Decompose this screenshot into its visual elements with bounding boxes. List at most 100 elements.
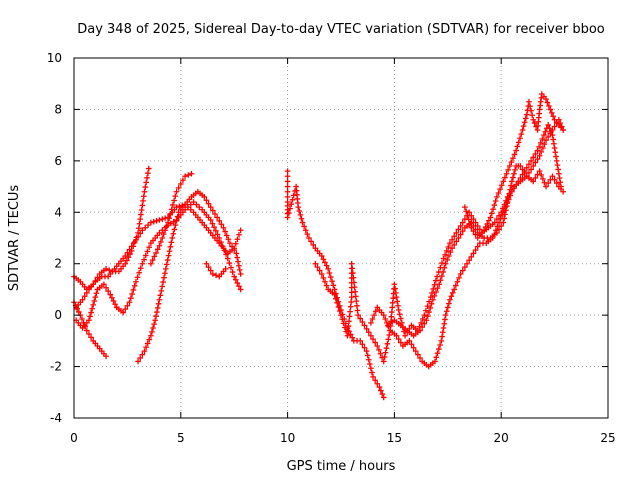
data-point <box>139 227 146 234</box>
data-point <box>237 271 244 277</box>
data-point <box>122 306 129 312</box>
data-point <box>493 227 499 234</box>
data-point <box>513 147 519 154</box>
data-point <box>284 168 291 174</box>
data-point <box>560 127 566 133</box>
data-point <box>322 259 328 266</box>
data-point <box>234 254 240 261</box>
data-point <box>447 296 453 303</box>
tick-marks <box>73 57 609 419</box>
data-point <box>455 235 462 241</box>
data-point <box>190 199 197 205</box>
data-point <box>365 329 372 336</box>
data-point <box>402 332 408 339</box>
data-point <box>350 270 356 276</box>
data-point <box>159 216 166 222</box>
data-point <box>546 125 553 132</box>
data-point <box>135 358 141 365</box>
data-point <box>466 209 472 216</box>
data-point <box>418 320 424 326</box>
data-point <box>532 159 539 166</box>
data-point <box>295 204 302 210</box>
data-point <box>357 315 364 322</box>
data-point <box>545 134 551 140</box>
data-point <box>223 232 230 239</box>
data-point <box>187 201 194 208</box>
data-point <box>392 285 398 292</box>
data-point <box>298 215 305 222</box>
series-track-5 <box>135 188 244 365</box>
data-point <box>163 261 170 268</box>
data-point <box>430 286 437 292</box>
data-point <box>395 307 402 313</box>
data-point <box>415 351 421 358</box>
data-point <box>168 206 175 213</box>
data-point <box>551 123 558 130</box>
data-point <box>468 224 475 231</box>
data-point <box>434 285 441 291</box>
data-point <box>170 218 177 225</box>
data-point <box>84 327 90 334</box>
data-point <box>359 341 366 348</box>
data-point <box>225 236 232 243</box>
data-point <box>536 143 542 150</box>
data-point <box>231 273 237 280</box>
data-point <box>342 324 348 331</box>
data-point <box>233 250 240 257</box>
data-point <box>130 287 137 293</box>
data-point <box>166 215 173 221</box>
data-point <box>84 290 90 296</box>
data-point <box>541 141 548 147</box>
data-point <box>419 316 426 322</box>
data-point <box>484 221 491 227</box>
data-point <box>339 316 346 323</box>
data-point <box>284 214 291 221</box>
data-point <box>193 201 200 208</box>
data-point <box>424 313 431 319</box>
data-point <box>348 260 355 267</box>
data-point <box>454 278 461 285</box>
data-point <box>351 279 357 286</box>
data-point <box>156 242 163 249</box>
data-point <box>138 207 145 213</box>
data-point <box>553 180 560 186</box>
data-point <box>361 344 368 351</box>
data-point <box>498 182 505 189</box>
data-point <box>323 262 330 269</box>
data-point <box>467 220 473 227</box>
data-point <box>372 377 378 384</box>
data-point <box>395 302 401 309</box>
data-point <box>122 260 129 267</box>
data-point <box>218 221 225 228</box>
data-point <box>106 267 113 273</box>
data-point <box>443 248 450 254</box>
data-point <box>323 282 330 289</box>
data-point <box>103 266 109 272</box>
data-point <box>385 336 392 343</box>
data-point <box>481 227 487 234</box>
data-point <box>357 338 364 344</box>
data-point <box>318 271 325 277</box>
data-point <box>472 231 479 238</box>
data-point <box>543 96 549 102</box>
data-point <box>372 308 379 315</box>
x-tick-label: 10 <box>280 431 295 445</box>
data-point <box>122 253 129 259</box>
data-point <box>172 222 179 228</box>
series-track-6 <box>148 170 195 267</box>
data-point <box>380 312 387 318</box>
data-point <box>374 343 381 349</box>
data-point <box>79 316 85 322</box>
data-point <box>233 240 239 247</box>
data-point <box>210 271 216 277</box>
data-point <box>205 200 212 207</box>
data-point <box>539 136 546 142</box>
data-point <box>150 325 156 331</box>
data-point <box>128 243 135 250</box>
data-point <box>509 178 515 185</box>
data-point <box>209 220 216 227</box>
data-point <box>154 305 161 311</box>
data-point <box>220 224 227 231</box>
data-point <box>180 177 186 183</box>
data-point <box>135 233 141 240</box>
